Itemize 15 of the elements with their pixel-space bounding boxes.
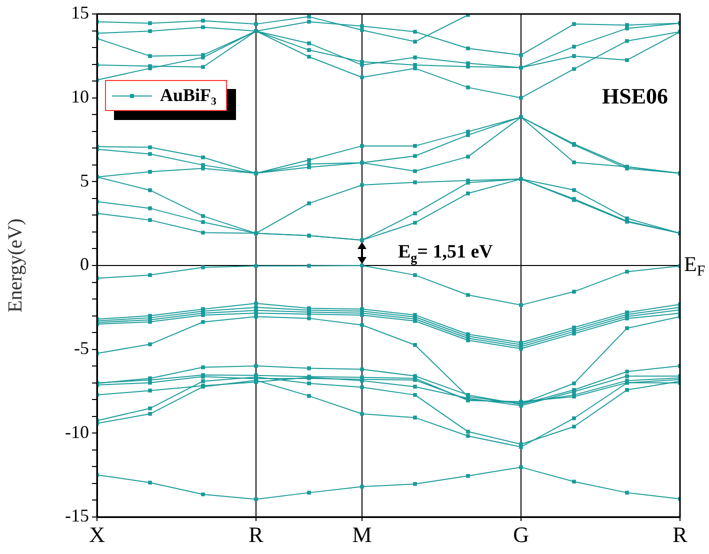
y-tick-label: -10 (65, 422, 89, 442)
y-tick-label: 10 (71, 86, 89, 107)
x-tick-label: X (89, 522, 106, 547)
y-tick-label: 5 (80, 170, 89, 190)
y-tick-label: -15 (65, 506, 89, 526)
y-tick-label: 15 (71, 2, 89, 23)
y-tick-label: 0 (80, 254, 89, 274)
legend-label: AuBiF₃ (160, 85, 216, 106)
x-tick-label: R (672, 522, 688, 547)
y-tick-label: -5 (74, 338, 89, 358)
y-axis-title: Energy(eV) (4, 218, 26, 313)
x-tick-label: R (248, 522, 264, 547)
x-tick-label: G (513, 522, 530, 547)
x-tick-label: M (352, 522, 372, 547)
annotation: HSE06 (602, 84, 668, 109)
